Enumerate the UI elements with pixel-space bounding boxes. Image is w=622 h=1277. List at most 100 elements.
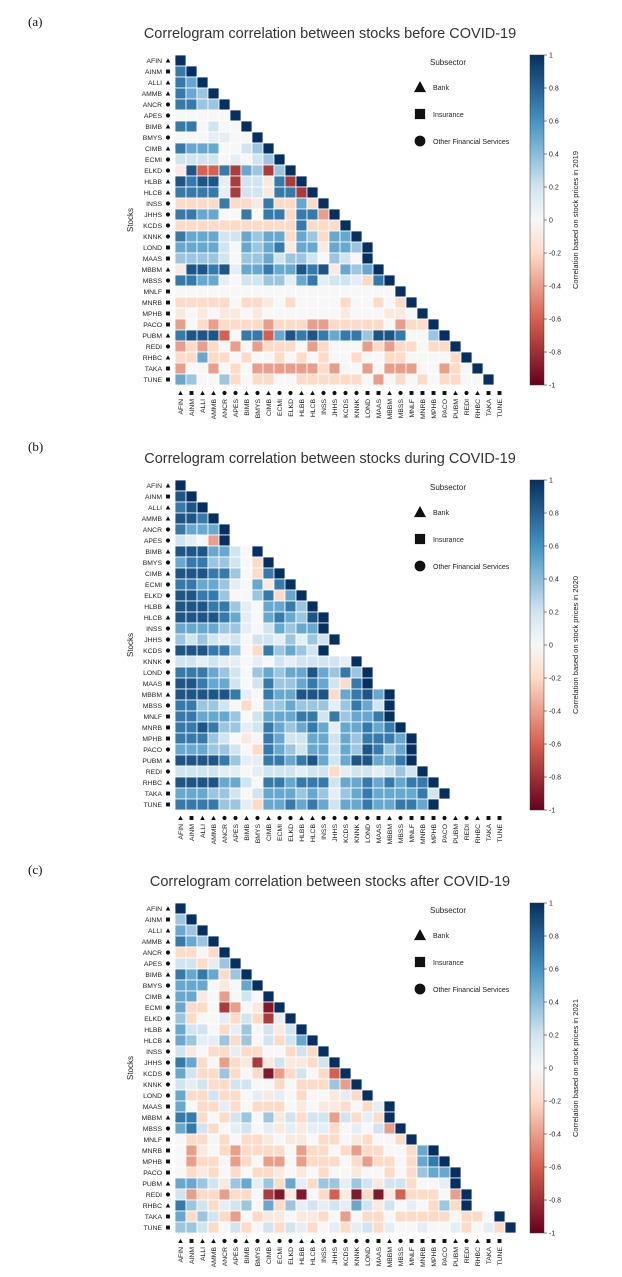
heatmap-cell: [295, 699, 308, 712]
heatmap-cell: [174, 1133, 187, 1146]
heatmap-cell: [240, 274, 253, 287]
heatmap-cell: [273, 1177, 286, 1190]
triangle-marker-icon: [414, 929, 426, 941]
heatmap-cell: [196, 164, 209, 177]
heatmap-cell: [372, 1188, 385, 1201]
heatmap-cell: [251, 175, 264, 188]
heatmap-cell: [350, 1177, 363, 1190]
heatmap-cell: [229, 175, 242, 188]
x-tick-marker-icon: [453, 390, 458, 395]
heatmap-cell: [405, 373, 418, 386]
heatmap-cell: [416, 776, 429, 789]
heatmap-cell: [262, 1221, 275, 1234]
heatmap-cell: [207, 754, 220, 767]
heatmap-cell: [350, 765, 363, 778]
colorbar-tick-label: -1: [549, 1231, 555, 1238]
y-tick-label: MBBM: [142, 692, 163, 699]
heatmap-cell: [262, 1045, 275, 1058]
x-tick-marker-icon: [200, 1238, 205, 1243]
colorbar-tick-label: -0.4: [549, 709, 561, 716]
heatmap-cell: [240, 644, 253, 657]
heatmap-cell: [284, 1155, 297, 1168]
y-tick-label: HLBB: [144, 1027, 162, 1034]
circle-marker-icon: [414, 135, 426, 147]
y-tick-label: AFIN: [147, 58, 163, 65]
x-tick-label: AINM: [189, 399, 196, 416]
heatmap-cell: [372, 263, 385, 276]
heatmap-cell: [262, 710, 275, 723]
heatmap-cell: [262, 655, 275, 668]
x-tick-label: CIMB: [266, 1247, 273, 1264]
y-tick-marker-icon: [165, 91, 171, 96]
heatmap-cell: [284, 688, 297, 701]
heatmap-cell: [383, 732, 396, 745]
heatmap-cell: [427, 798, 440, 811]
heatmap-cell: [317, 622, 330, 635]
heatmap-cell: [416, 318, 429, 331]
heatmap-cell: [196, 1012, 209, 1025]
x-tick-label: BIMB: [244, 399, 251, 416]
heatmap-cell: [196, 924, 209, 937]
heatmap-cell: [328, 318, 341, 331]
heatmap-cell: [273, 710, 286, 723]
heatmap-cell: [361, 285, 374, 298]
heatmap-cell: [207, 98, 220, 111]
heatmap-cell: [284, 787, 297, 800]
heatmap-cell: [295, 197, 308, 210]
heatmap-cell: [218, 534, 231, 547]
heatmap-cell: [251, 1155, 264, 1168]
heatmap-cell: [240, 1078, 253, 1091]
heatmap-cell: [449, 1221, 462, 1234]
heatmap-cell: [196, 307, 209, 320]
y-tick-label: HLBB: [144, 179, 162, 186]
y-tick-marker-icon: [165, 212, 171, 217]
heatmap-cell: [339, 1100, 352, 1113]
heatmap-cell: [284, 373, 297, 386]
heatmap-cell: [229, 1034, 242, 1047]
heatmap-cell: [284, 351, 297, 364]
heatmap-cell: [295, 1133, 308, 1146]
heatmap-cell: [229, 699, 242, 712]
heatmap-cell: [262, 688, 275, 701]
heatmap-cell: [339, 230, 352, 243]
heatmap-cell: [207, 1078, 220, 1091]
heatmap-cell: [339, 1221, 352, 1234]
heatmap-cell: [229, 340, 242, 353]
heatmap-cell: [350, 1111, 363, 1124]
x-tick-label: HLCB: [310, 399, 317, 418]
heatmap-cell: [317, 1056, 330, 1069]
heatmap-cell: [306, 688, 319, 701]
x-tick-marker-icon: [200, 390, 205, 395]
heatmap-cell: [383, 296, 396, 309]
y-tick-label: MNLF: [143, 289, 162, 296]
heatmap-cell: [229, 633, 242, 646]
heatmap-cells: [174, 902, 517, 1234]
heatmap-cell: [284, 589, 297, 602]
heatmap-cell: [240, 351, 253, 364]
heatmap-cell: [328, 754, 341, 767]
x-tick-marker-icon: [376, 1239, 381, 1243]
heatmap-cell: [240, 732, 253, 745]
heatmap-cell: [273, 1078, 286, 1091]
heatmap-cell: [262, 1001, 275, 1014]
heatmap-cell: [196, 545, 209, 558]
heatmap-cell: [273, 655, 286, 668]
heatmap-cell: [350, 655, 363, 668]
heatmap-cell: [262, 589, 275, 602]
heatmap-cell: [207, 787, 220, 800]
x-tick-marker-icon: [420, 391, 425, 395]
heatmap-cell: [306, 732, 319, 745]
heatmap-cell: [273, 274, 286, 287]
heatmap-cell: [229, 373, 242, 386]
heatmap-cell: [405, 362, 418, 375]
heatmap-cell: [372, 765, 385, 778]
y-tick-label: TAKA: [145, 791, 163, 798]
heatmap-cell: [306, 1100, 319, 1113]
heatmap-cell: [262, 644, 275, 657]
y-tick-label: HLCB: [144, 615, 163, 622]
heatmap-cell: [405, 776, 418, 789]
heatmap-cell: [295, 765, 308, 778]
heatmap-cell: [350, 1078, 363, 1091]
x-tick-label: KNNK: [354, 824, 361, 843]
x-tick-label: MAAS: [376, 824, 383, 844]
